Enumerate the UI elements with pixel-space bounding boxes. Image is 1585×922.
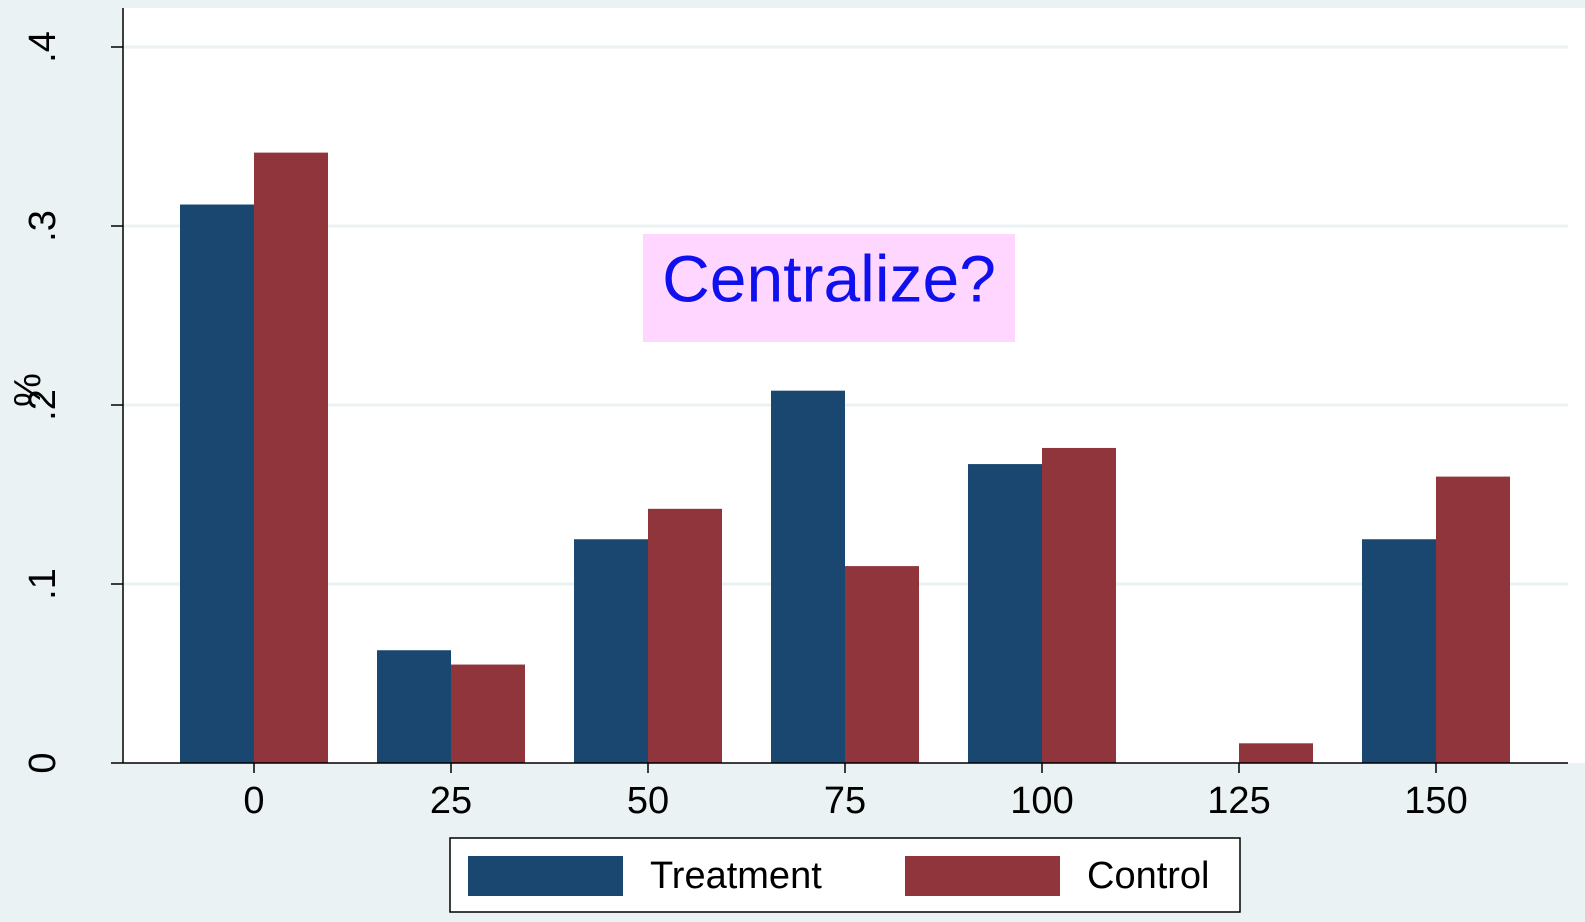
bar bbox=[254, 152, 328, 764]
legend-label: Treatment bbox=[650, 855, 822, 897]
legend-label: Control bbox=[1087, 855, 1210, 897]
y-axis-label: % bbox=[7, 373, 49, 407]
annotation: Centralize? bbox=[662, 241, 996, 315]
x-tick-label: 50 bbox=[627, 780, 669, 822]
y-tick-label: .1 bbox=[22, 568, 64, 600]
legend-swatch bbox=[468, 856, 623, 896]
annotation-box bbox=[643, 234, 1015, 342]
bar bbox=[377, 650, 451, 763]
x-tick-label: 75 bbox=[824, 780, 866, 822]
legend-swatch bbox=[905, 856, 1060, 896]
y-tick-label: .4 bbox=[22, 31, 64, 63]
y-tick-label: .2 bbox=[22, 389, 64, 421]
y-tick-label: 0 bbox=[22, 752, 64, 773]
x-tick-label: 100 bbox=[1010, 780, 1073, 822]
bar bbox=[968, 464, 1042, 763]
x-tick-label: 0 bbox=[243, 780, 264, 822]
x-tick-label: 25 bbox=[430, 780, 472, 822]
bar bbox=[845, 566, 919, 763]
y-tick-label: .3 bbox=[22, 210, 64, 242]
bar bbox=[1436, 476, 1510, 763]
bar bbox=[1239, 743, 1313, 763]
bar bbox=[451, 664, 525, 763]
bar bbox=[771, 390, 845, 763]
bar bbox=[648, 508, 722, 763]
bar bbox=[1042, 447, 1116, 763]
bar bbox=[180, 204, 254, 763]
bar bbox=[574, 539, 648, 763]
x-tick-label: 150 bbox=[1404, 780, 1467, 822]
bar bbox=[1362, 539, 1436, 763]
x-tick-label: 125 bbox=[1207, 780, 1270, 822]
